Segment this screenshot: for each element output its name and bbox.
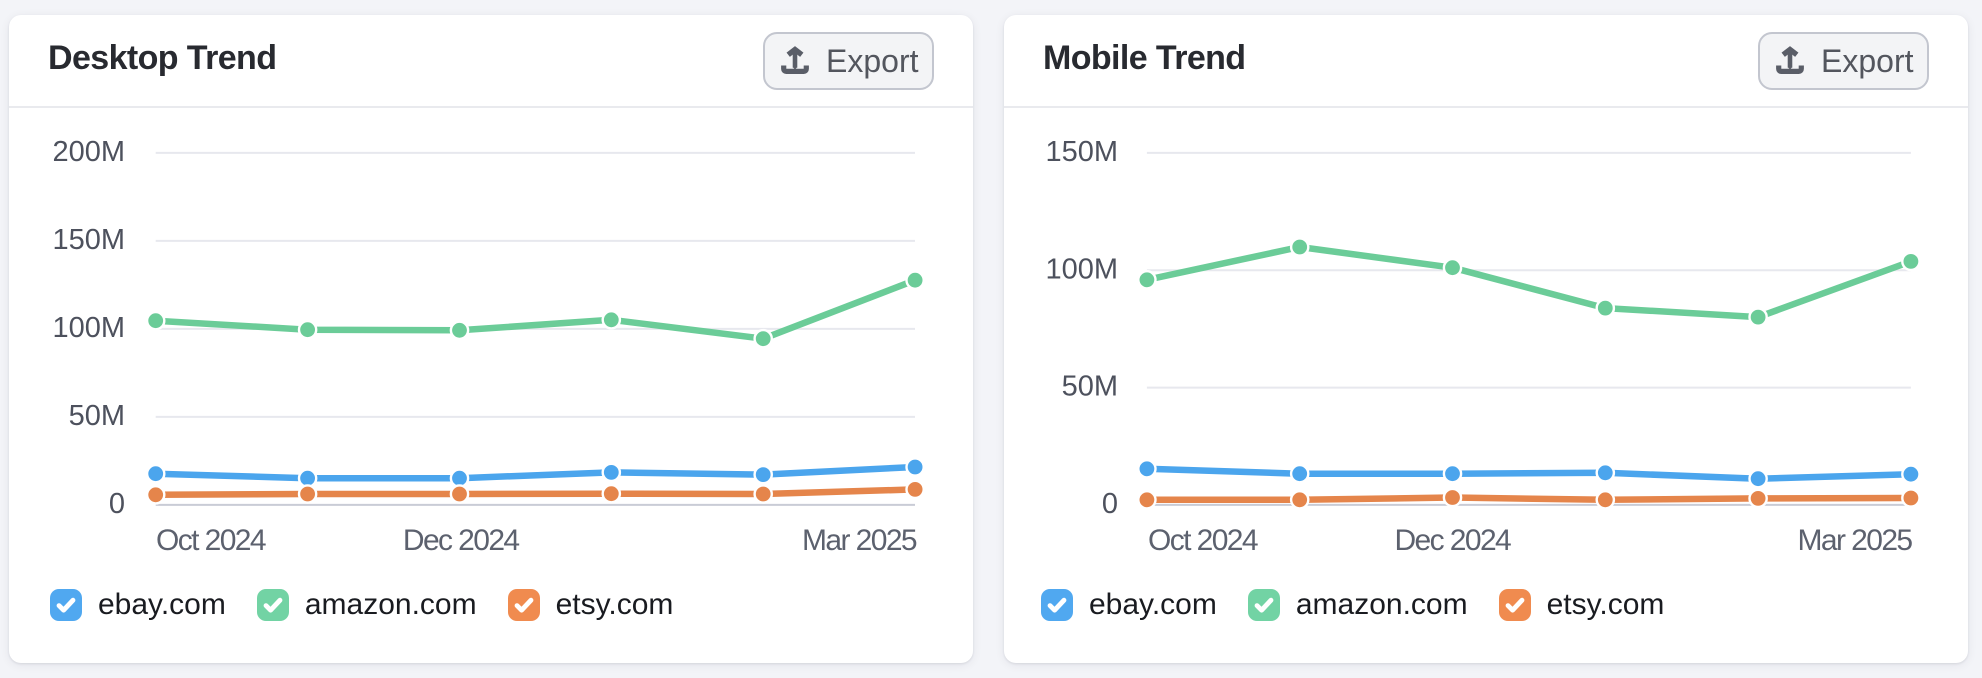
svg-text:50M: 50M (69, 400, 125, 432)
svg-text:200M: 200M (52, 136, 125, 168)
svg-text:50M: 50M (1062, 371, 1118, 403)
svg-text:150M: 150M (1045, 136, 1118, 168)
svg-text:Mar 2025: Mar 2025 (1798, 524, 1913, 557)
svg-text:Mar 2025: Mar 2025 (802, 524, 917, 557)
svg-text:150M: 150M (52, 224, 125, 256)
svg-text:0: 0 (109, 488, 125, 520)
svg-text:Dec 2024: Dec 2024 (1394, 524, 1511, 557)
svg-text:Dec 2024: Dec 2024 (403, 524, 520, 557)
svg-text:Oct 2024: Oct 2024 (156, 524, 266, 557)
svg-text:100M: 100M (1045, 253, 1118, 285)
svg-text:0: 0 (1102, 488, 1118, 520)
svg-text:100M: 100M (52, 312, 125, 344)
svg-text:Oct 2024: Oct 2024 (1148, 524, 1258, 557)
